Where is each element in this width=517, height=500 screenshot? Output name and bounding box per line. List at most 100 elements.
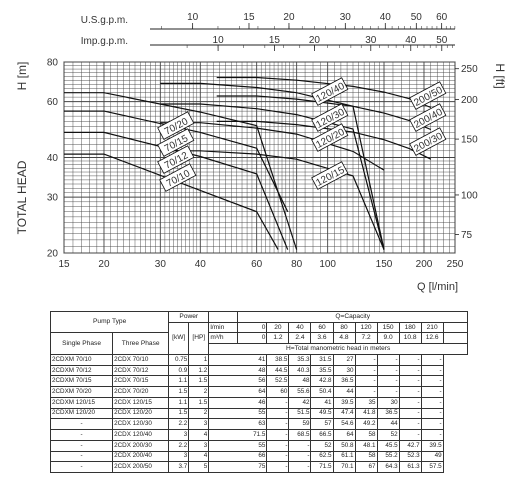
power-cell: 1.2	[188, 364, 210, 377]
curve-70-15	[64, 110, 289, 212]
model-cell: 2CDX 120/30	[112, 418, 170, 431]
head-value-cell: 44	[332, 386, 356, 398]
x-tick-label: 60	[251, 259, 263, 270]
model-cell: 2CDXM 120/15	[49, 396, 114, 409]
head-value-cell: -	[354, 353, 378, 366]
model-cell: -	[49, 461, 114, 473]
head-value-cell: 41	[208, 353, 268, 366]
three-phase-header: Three Phase	[112, 332, 170, 355]
head-value-cell: -	[398, 386, 422, 398]
head-value-cell: 71.5	[310, 461, 334, 473]
pump-type-header: Pump Type	[49, 310, 170, 334]
head-value-cell: -	[376, 353, 400, 366]
power-cell: 2	[188, 386, 210, 398]
head-value-cell: 61.1	[332, 450, 356, 463]
head-value-cell: 44	[376, 418, 400, 431]
y-tick-label: 30	[47, 193, 59, 204]
head-value-cell: 27	[332, 353, 356, 366]
head-value-cell: 58	[354, 429, 378, 441]
head-value-cell: -	[420, 375, 444, 388]
head-value-cell: 52	[310, 439, 334, 452]
head-value-cell: 42.8	[310, 375, 334, 388]
power-cell: 2.2	[168, 418, 190, 431]
head-value-cell: 66	[208, 450, 268, 463]
head-value-cell: 70.1	[332, 461, 356, 473]
head-value-cell: 48	[208, 364, 268, 377]
curve-120-40	[160, 82, 385, 250]
x-tick-label: 30	[155, 259, 167, 270]
head-value-cell: 47.4	[332, 407, 356, 420]
q-lmin-header: 210	[420, 321, 444, 334]
head-value-cell: 36.5	[376, 407, 400, 420]
head-value-cell: -	[420, 407, 444, 420]
q-lmin-header: 60	[310, 321, 334, 334]
head-value-cell: -	[420, 418, 444, 431]
power-cell: 5	[188, 461, 210, 473]
model-cell: 2CDX 200/50	[112, 461, 170, 473]
m3h-label: m³/h	[208, 332, 239, 345]
head-value-cell: 31.5	[310, 353, 334, 366]
power-cell: 0.9	[168, 364, 190, 377]
table-row: 2CDXM 120/20 2CDX 120/20 1.5 2 55-51.5 49.5 47…	[49, 407, 468, 420]
head-value-cell: 35	[354, 396, 378, 409]
impgpm-tick-label: 40	[405, 35, 417, 46]
power-cell: 0.75	[168, 353, 190, 366]
x-tick-label: 15	[58, 259, 70, 270]
head-value-cell: -	[398, 407, 422, 420]
y-right-tick-label: 75	[461, 230, 473, 241]
head-value-cell: 59	[288, 418, 312, 431]
head-value-cell: -	[376, 364, 400, 377]
head-value-cell: 54.6	[332, 418, 356, 431]
model-cell: 2CDX 70/15	[112, 375, 170, 388]
y-tick-label: 20	[47, 249, 59, 260]
x-tick-label: 20	[98, 259, 110, 270]
head-value-cell: -	[288, 450, 312, 463]
curve-label: 200/30	[409, 127, 447, 156]
model-cell: 2CDXM 70/12	[49, 364, 114, 377]
head-value-cell: 57	[310, 418, 334, 431]
blank-cell	[442, 332, 469, 345]
head-value-cell: 75	[208, 461, 268, 473]
head-value-cell: 41	[310, 396, 334, 409]
head-value-cell: 64.3	[376, 461, 400, 473]
power-cell: 1.1	[168, 375, 190, 388]
head-value-cell: -	[420, 386, 444, 398]
head-value-cell: 58	[354, 450, 378, 463]
single-phase-header: Single Phase	[49, 332, 114, 355]
head-value-cell: 40.3	[288, 364, 312, 377]
head-value-cell: 45.5	[376, 439, 400, 452]
head-value-cell: 52.3	[398, 450, 422, 463]
curve-label-box	[311, 123, 349, 152]
table-row: 2CDXM 120/15 2CDX 120/15 1.1 1.5 46-42 41 39.5…	[49, 396, 468, 409]
curve-label-box	[159, 163, 197, 192]
model-cell: -	[49, 418, 114, 431]
q-lmin-header: 0	[237, 321, 268, 334]
power-cell: 3	[188, 418, 210, 431]
model-cell: 2CDX 120/20	[112, 407, 170, 420]
head-value-cell: 39.5	[420, 439, 444, 452]
curve-label-box	[311, 77, 349, 106]
head-value-cell: 44.5	[266, 364, 290, 377]
head-value-cell: 46	[208, 396, 268, 409]
usgpm-tick-label: 40	[380, 12, 392, 23]
head-value-cell: -	[420, 396, 444, 409]
q-lmin-header: 150	[376, 321, 400, 334]
head-value-cell: 36.5	[332, 375, 356, 388]
head-value-cell: 52.5	[266, 375, 290, 388]
table-row: -2CDX 120/40 3 4 71.5-68.5 66.5 64 58 52- -	[49, 429, 468, 441]
power-cell: 3	[168, 450, 190, 463]
x-tick-label: 150	[376, 259, 393, 270]
power-cell: 1.5	[168, 407, 190, 420]
model-cell: 2CDX 200/30	[112, 439, 170, 452]
head-value-cell: 61.3	[398, 461, 422, 473]
head-value-cell: -	[420, 429, 444, 441]
head-value-cell: 50.8	[332, 439, 356, 452]
model-cell: 2CDXM 120/20	[49, 407, 114, 420]
head-value-cell: -	[266, 418, 290, 431]
head-value-cell: -	[266, 439, 290, 452]
head-value-cell: 60	[266, 386, 290, 398]
q-m3h-header: 7.2	[354, 332, 378, 345]
x-tick-label: 250	[447, 259, 464, 270]
head-value-cell: 51.5	[288, 407, 312, 420]
q-m3h-header: 3.6	[310, 332, 334, 345]
